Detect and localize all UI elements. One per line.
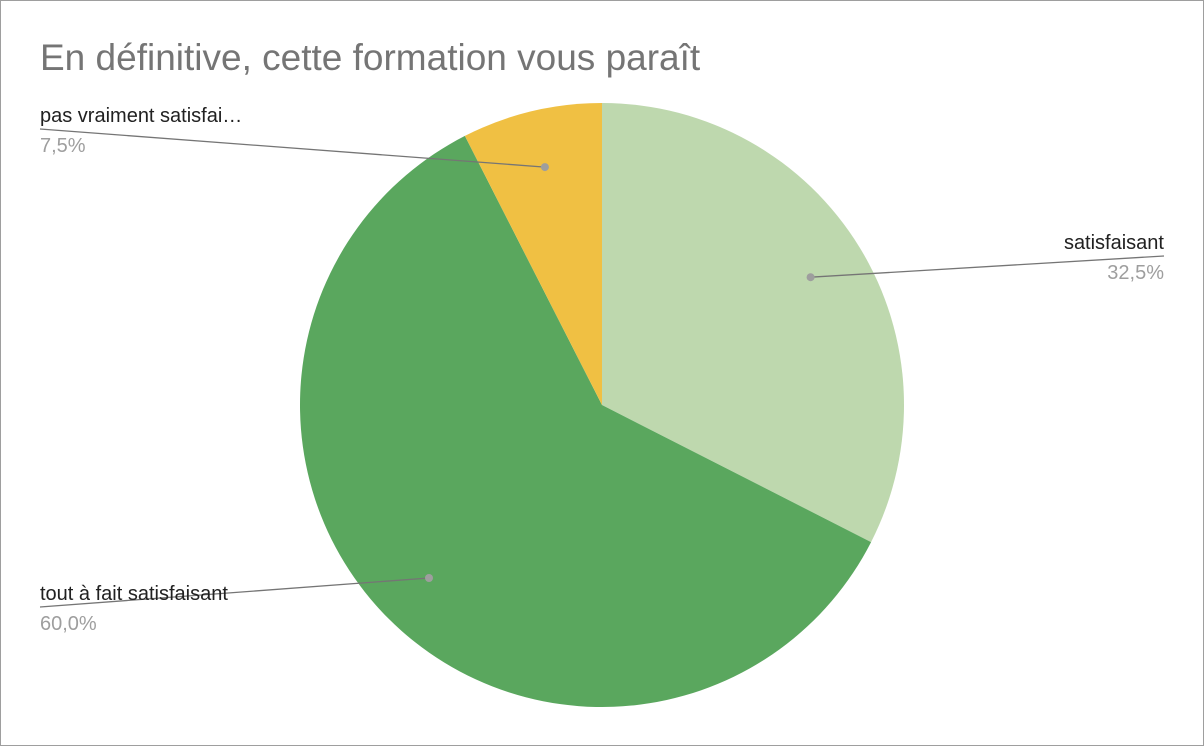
slice-value-label: 32,5% (1107, 262, 1164, 284)
slice-label: tout à fait satisfaisant (40, 583, 228, 605)
slice-label: satisfaisant (1064, 232, 1164, 254)
slice-label: pas vraiment satisfai… (40, 105, 242, 127)
leader-line (39, 577, 430, 608)
leader-dot (425, 574, 433, 582)
chart-title: En définitive, cette formation vous para… (40, 37, 701, 78)
leader-dot (540, 163, 549, 172)
leader-line (810, 255, 1165, 278)
pie-slice[interactable] (299, 135, 872, 708)
pie-labels: satisfaisant 32,5% tout à fait satisfaisan… (39, 105, 1165, 635)
leader-dot (806, 273, 815, 282)
pie-slice[interactable] (602, 103, 904, 543)
pie-slice[interactable] (464, 103, 602, 405)
slice-value-label: 60,0% (40, 613, 97, 635)
pie-slices (299, 103, 904, 708)
leader-line (39, 128, 545, 168)
slice-value-label: 7,5% (40, 135, 86, 157)
